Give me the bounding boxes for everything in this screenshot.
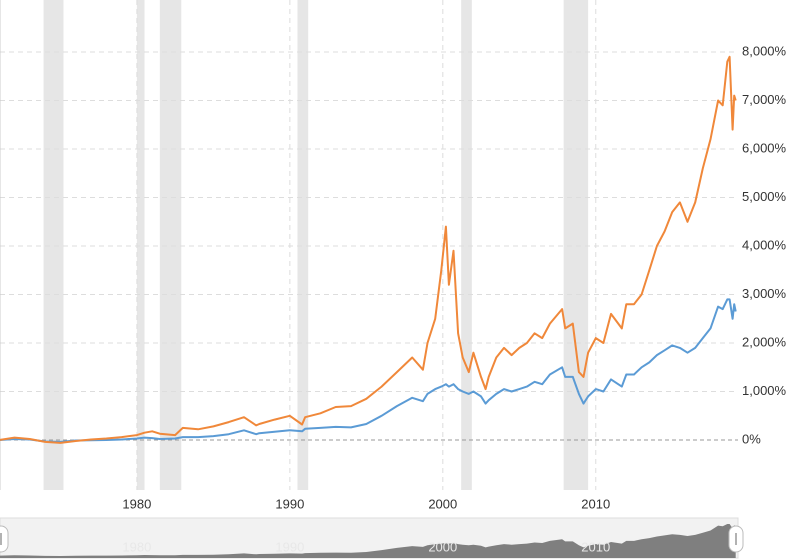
x-tick-label: 1990	[275, 496, 304, 511]
y-tick-label: 3,000%	[742, 286, 787, 301]
recession-band	[136, 0, 145, 490]
navigator-label: 2000	[428, 539, 457, 554]
y-tick-label: 5,000%	[742, 189, 787, 204]
y-tick-label: 0%	[742, 431, 761, 446]
y-tick-label: 8,000%	[742, 43, 787, 58]
navigator-area	[0, 524, 736, 558]
y-tick-label: 4,000%	[742, 237, 787, 252]
navigator-label: 1990	[275, 539, 304, 554]
recession-band	[43, 0, 64, 490]
y-tick-label: 6,000%	[742, 140, 787, 155]
x-tick-label: 2010	[581, 496, 610, 511]
navigator-label: 2010	[581, 539, 610, 554]
recession-band	[563, 0, 589, 490]
y-tick-label: 7,000%	[742, 92, 787, 107]
recession-band	[159, 0, 182, 490]
navigator-handle[interactable]	[0, 525, 9, 553]
y-tick-label: 2,000%	[742, 334, 787, 349]
series-line	[0, 298, 737, 443]
y-tick-label: 1,000%	[742, 383, 787, 398]
recession-band	[297, 0, 309, 490]
series-line	[0, 55, 737, 444]
recession-band	[461, 0, 472, 490]
x-tick-label: 2000	[428, 496, 457, 511]
x-tick-label: 1980	[122, 496, 151, 511]
navigator-label: 1980	[122, 539, 151, 554]
